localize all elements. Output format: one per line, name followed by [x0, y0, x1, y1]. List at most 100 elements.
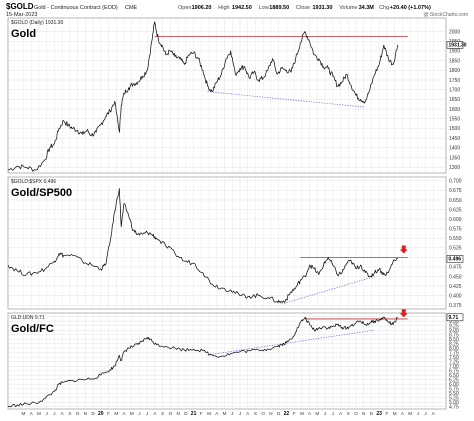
x-tick-label: M	[408, 411, 412, 416]
header-credit: @ StockCharts.com	[423, 12, 468, 18]
x-tick-label: J	[324, 411, 326, 416]
y-tick-label: 1550	[449, 117, 460, 123]
x-tick-label: S	[347, 411, 350, 416]
panel-3: 4.755.005.255.505.756.006.256.506.757.00…	[7, 309, 464, 410]
x-tick-label: S	[68, 411, 71, 416]
y-tick-label: 7.00	[449, 364, 459, 370]
y-tick-label: 0.375	[449, 303, 462, 309]
y-tick-label: 0.600	[449, 217, 462, 223]
panel-frame	[7, 17, 447, 174]
y-tick-label: 1700	[449, 87, 460, 93]
y-tick-label: 6.75	[449, 368, 459, 374]
x-tick-label: D	[91, 411, 95, 416]
x-tick-label: N	[176, 411, 179, 416]
last-value-badge	[446, 255, 464, 263]
ohlc-label: Chg	[379, 5, 389, 11]
y-tick-label: 9.00	[449, 328, 459, 334]
y-tick-label: 0.550	[449, 236, 462, 242]
y-tick-label: 1900	[449, 49, 460, 55]
support-line	[207, 329, 375, 356]
last-value-label: 1931.30	[449, 43, 467, 49]
y-tick-label: 5.50	[449, 391, 459, 397]
x-tick-label: O	[169, 411, 173, 416]
x-axis: M A M J J A S O N D 20 F M A M J J A S O N D 21 F M A M J J A S O N D 22 F M…	[22, 411, 436, 417]
x-tick-label: A	[215, 411, 219, 416]
x-tick-label: M	[130, 411, 134, 416]
x-tick-label: A	[339, 411, 343, 416]
x-tick-year-label: 22	[284, 411, 290, 417]
ohlc-value: 34.3M	[359, 5, 375, 11]
y-tick-label: 1600	[449, 107, 460, 113]
y-tick-label: 0.575	[449, 226, 462, 232]
price-series-line	[7, 21, 399, 172]
y-tick-label: 0.650	[449, 198, 462, 204]
x-tick-year-label: 23	[376, 411, 382, 417]
y-tick-label: 7.25	[449, 359, 459, 365]
support-line	[281, 276, 375, 305]
x-tick-label: J	[138, 411, 140, 416]
price-series-line	[7, 188, 398, 304]
x-tick-label: M	[37, 411, 41, 416]
y-tick-label: 8.00	[449, 346, 459, 352]
y-tick-label: 2000	[449, 29, 460, 35]
header-symbol: $GOLD	[6, 2, 34, 11]
x-tick-label: A	[30, 411, 34, 416]
ohlc-value: 1931.30	[313, 5, 333, 11]
x-tick-label: N	[269, 411, 272, 416]
x-tick-label: N	[362, 411, 365, 416]
y-tick-label: 8.50	[449, 337, 459, 343]
x-tick-label: A	[122, 411, 126, 416]
x-tick-label: O	[354, 411, 358, 416]
y-tick-label: 1350	[449, 155, 460, 161]
x-tick-label: M	[393, 411, 397, 416]
x-tick-label: J	[46, 411, 48, 416]
x-tick-label: F	[293, 411, 296, 416]
y-tick-label: 1400	[449, 146, 460, 152]
y-tick-label: 7.75	[449, 350, 459, 356]
support-line	[207, 91, 366, 108]
y-tick-label: 8.75	[449, 332, 459, 338]
y-tick-label: 0.450	[449, 274, 462, 280]
y-tick-label: 0.425	[449, 284, 462, 290]
header-date: 15-Mar-2023	[6, 12, 38, 18]
x-tick-label: F	[200, 411, 203, 416]
red-arrow-marker	[399, 245, 408, 254]
panel-legend: GLD:UDN 9.71	[11, 315, 45, 321]
panel-title: Gold/FC	[11, 323, 54, 335]
panel-frame	[7, 176, 447, 310]
y-tick-label: 7.50	[449, 355, 459, 361]
y-tick-label: 1300	[449, 165, 460, 171]
x-tick-label: D	[370, 411, 374, 416]
y-tick-label: 1800	[449, 68, 460, 74]
x-tick-label: J	[146, 411, 148, 416]
x-tick-label: M	[315, 411, 319, 416]
ohlc-label: Low	[259, 5, 269, 11]
x-tick-label: N	[84, 411, 87, 416]
y-tick-label: 0.475	[449, 265, 462, 271]
x-tick-label: A	[401, 411, 405, 416]
header-ohlc: Open 1906.20 High 1942.50 Low 1889.50 Close 193…	[178, 5, 431, 11]
x-tick-label: M	[300, 411, 304, 416]
ohlc-label: Open	[178, 5, 191, 11]
y-tick-label: 4.75	[449, 404, 459, 410]
x-tick-label: A	[61, 411, 65, 416]
chart-panels: 1300 1350 1400 1450 1500 1550 1600 1650 1700 1750…	[7, 17, 467, 417]
y-tick-label: 9.25	[449, 323, 459, 329]
x-tick-label: J	[424, 411, 426, 416]
panel-1: 1300 1350 1400 1450 1500 1550 1600 1650 1700 1750…	[7, 17, 467, 174]
panel-title: Gold	[11, 28, 36, 40]
y-tick-label: 6.50	[449, 373, 459, 379]
x-tick-label: D	[277, 411, 281, 416]
x-tick-label: F	[386, 411, 389, 416]
panel-legend: $GOLD (Daily) 1931.30	[11, 20, 63, 26]
x-tick-label: D	[184, 411, 188, 416]
y-tick-label: 0.625	[449, 207, 462, 213]
last-value-badge	[446, 41, 464, 49]
x-tick-label: A	[308, 411, 312, 416]
x-tick-label: M	[114, 411, 118, 416]
x-tick-label: S	[254, 411, 257, 416]
y-tick-label: 9.50	[449, 319, 459, 325]
last-value-label: 9.71	[449, 315, 459, 321]
y-tick-label: 1850	[449, 58, 460, 64]
